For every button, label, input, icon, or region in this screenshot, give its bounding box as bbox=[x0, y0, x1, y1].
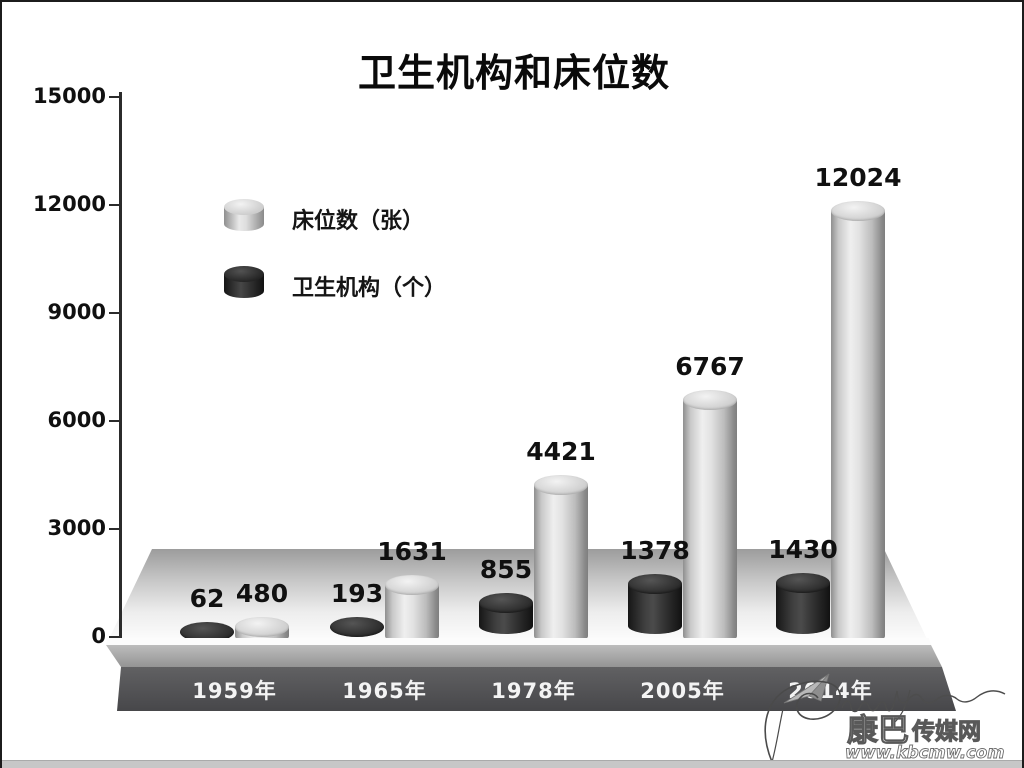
x-category-label: 1978年 bbox=[491, 679, 576, 703]
light-bar-cylinder bbox=[385, 585, 439, 644]
y-axis-tick bbox=[109, 96, 120, 98]
light-bar-cylinder bbox=[831, 211, 885, 644]
legend-label-beds: 床位数（张） bbox=[292, 209, 425, 234]
y-axis-tick bbox=[109, 312, 120, 314]
watermark-site-name-small: 传媒网 bbox=[911, 718, 981, 745]
y-axis-tick bbox=[109, 636, 120, 638]
y-axis-tick bbox=[109, 204, 120, 206]
chart-title: 卫生机构和床位数 bbox=[357, 51, 670, 95]
y-tick-label: 3000 bbox=[47, 516, 106, 540]
dark-cylinder-icon bbox=[224, 266, 264, 302]
y-tick-label: 9000 bbox=[47, 300, 106, 324]
watermark-signature-tail-icon bbox=[894, 689, 911, 723]
data-value-label: 12024 bbox=[814, 163, 902, 193]
light-bar-cylinder-cap bbox=[235, 616, 289, 637]
dark-bar-cylinder-cap bbox=[330, 617, 384, 638]
data-value-label: 855 bbox=[479, 555, 533, 585]
watermark-url: www.kbcmw.com bbox=[845, 743, 1004, 762]
watermark-leaf-icon bbox=[764, 680, 841, 763]
dark-bar-cylinder-cap bbox=[479, 593, 533, 614]
light-bar-cylinder-cap bbox=[385, 575, 439, 596]
y-axis-line bbox=[119, 92, 122, 644]
data-value-label: 4421 bbox=[526, 436, 596, 466]
data-value-label: 62 bbox=[189, 583, 225, 613]
site-watermark: 康巴 传媒网 www.kbcmw.com bbox=[764, 673, 1006, 763]
light-bar-cylinder-cap bbox=[534, 474, 588, 495]
watermark-signature-icon bbox=[841, 690, 1006, 713]
y-tick-label: 6000 bbox=[47, 408, 106, 432]
x-category-label: 2005年 bbox=[640, 679, 725, 703]
watermark-site-name-large: 康巴 bbox=[847, 713, 909, 749]
data-value-label: 480 bbox=[235, 578, 289, 608]
light-bar-cylinder-cap bbox=[683, 390, 737, 411]
dark-bar-cylinder-cap bbox=[180, 621, 234, 642]
y-tick-label: 0 bbox=[91, 624, 106, 648]
data-value-label: 6767 bbox=[675, 352, 745, 382]
y-axis-tick bbox=[109, 420, 120, 422]
y-tick-label: 12000 bbox=[32, 192, 106, 216]
light-bar-cylinder-cap bbox=[831, 201, 885, 222]
light-bar-cylinder bbox=[683, 400, 737, 644]
light-cylinder-icon bbox=[224, 199, 264, 235]
x-category-label: 1959年 bbox=[192, 679, 277, 703]
data-value-label: 1378 bbox=[620, 536, 690, 566]
y-tick-label: 15000 bbox=[32, 84, 106, 108]
legend-label-institutions: 卫生机构（个） bbox=[292, 276, 447, 301]
bottom-border-strip bbox=[2, 760, 1022, 768]
data-value-label: 193 bbox=[330, 579, 384, 609]
x-category-label: 1965年 bbox=[342, 679, 427, 703]
light-bar-cylinder bbox=[534, 484, 588, 644]
watermark-leaf-stem-icon bbox=[771, 708, 784, 763]
y-axis-tick bbox=[109, 528, 120, 530]
dark-bar-cylinder-cap bbox=[776, 572, 830, 593]
data-value-label: 1430 bbox=[768, 534, 838, 564]
dark-bar-cylinder-cap bbox=[628, 574, 682, 595]
data-value-label: 1631 bbox=[377, 537, 447, 567]
